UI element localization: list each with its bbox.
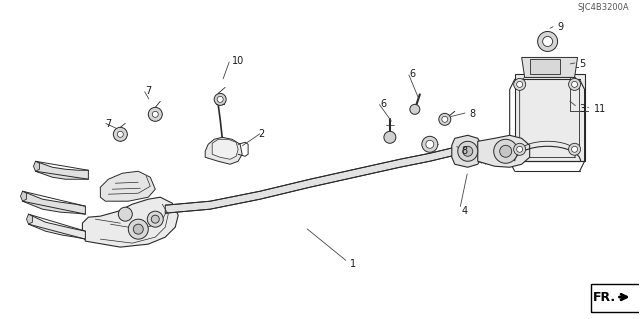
Polygon shape <box>22 191 85 214</box>
Circle shape <box>422 136 438 152</box>
Text: 8: 8 <box>462 146 468 156</box>
Circle shape <box>572 81 577 87</box>
Polygon shape <box>165 147 455 213</box>
Circle shape <box>151 215 159 223</box>
Text: 11: 11 <box>593 104 606 114</box>
Circle shape <box>133 224 143 234</box>
Polygon shape <box>35 161 88 179</box>
Circle shape <box>568 78 580 90</box>
Circle shape <box>217 96 223 102</box>
Text: 10: 10 <box>232 56 244 66</box>
Polygon shape <box>530 59 559 74</box>
Circle shape <box>500 145 512 157</box>
Circle shape <box>516 146 523 152</box>
Circle shape <box>148 108 163 121</box>
Circle shape <box>410 104 420 114</box>
Circle shape <box>426 140 434 148</box>
Text: 7: 7 <box>145 86 152 96</box>
Circle shape <box>516 81 523 87</box>
Polygon shape <box>33 161 40 171</box>
Polygon shape <box>83 197 178 247</box>
Circle shape <box>439 113 451 125</box>
Text: 2: 2 <box>258 129 264 139</box>
Polygon shape <box>515 74 584 161</box>
Polygon shape <box>20 191 26 201</box>
Text: 6: 6 <box>410 70 416 79</box>
Circle shape <box>442 116 448 122</box>
Circle shape <box>147 211 163 227</box>
Polygon shape <box>477 135 530 167</box>
Circle shape <box>493 139 518 163</box>
Circle shape <box>514 143 525 155</box>
Circle shape <box>384 131 396 143</box>
Text: 8: 8 <box>470 109 476 119</box>
Circle shape <box>514 78 525 90</box>
Circle shape <box>463 146 473 156</box>
Circle shape <box>214 93 226 105</box>
Text: SJC4B3200A: SJC4B3200A <box>578 3 630 11</box>
Polygon shape <box>26 214 33 224</box>
Text: 9: 9 <box>557 22 564 33</box>
Polygon shape <box>100 171 156 201</box>
Text: 5: 5 <box>580 59 586 70</box>
Text: FR.: FR. <box>593 291 616 304</box>
Polygon shape <box>212 139 238 159</box>
Circle shape <box>152 111 158 117</box>
Circle shape <box>458 141 477 161</box>
Polygon shape <box>452 135 482 167</box>
Text: 1: 1 <box>350 259 356 269</box>
Circle shape <box>128 219 148 239</box>
Circle shape <box>568 143 580 155</box>
Text: 3: 3 <box>580 104 586 114</box>
Circle shape <box>572 146 577 152</box>
Circle shape <box>113 127 127 141</box>
Polygon shape <box>205 137 242 164</box>
Polygon shape <box>522 57 577 78</box>
Circle shape <box>117 131 124 137</box>
Text: 6: 6 <box>380 99 386 109</box>
Text: 7: 7 <box>106 119 111 129</box>
Circle shape <box>118 207 132 221</box>
Circle shape <box>538 32 557 51</box>
Polygon shape <box>29 214 85 239</box>
Circle shape <box>543 36 552 47</box>
Text: 4: 4 <box>462 206 468 216</box>
